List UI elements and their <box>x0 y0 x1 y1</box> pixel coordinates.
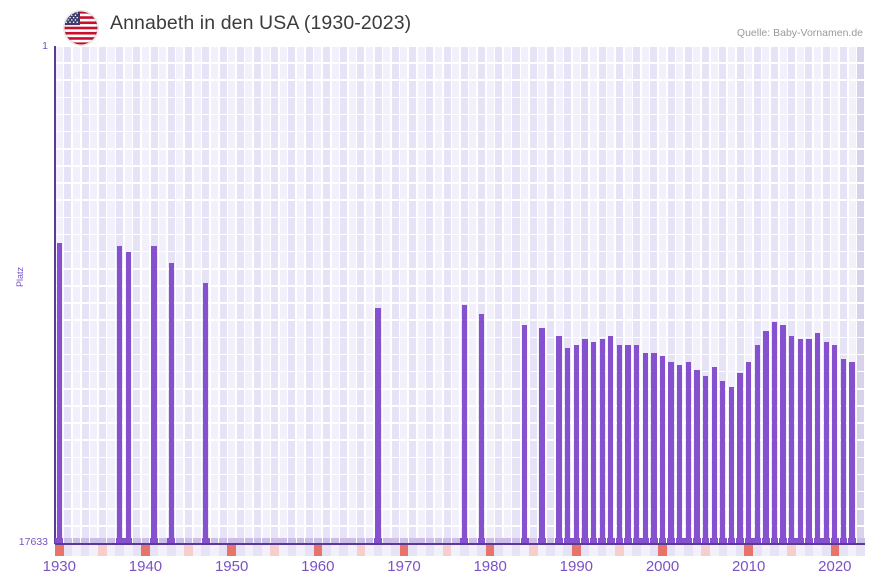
bar <box>582 339 588 543</box>
x-axis-tick-label: 1970 <box>387 558 421 575</box>
bar <box>590 341 597 543</box>
bar <box>375 308 381 543</box>
x-axis-tick-label: 1940 <box>128 558 163 575</box>
bar <box>573 344 579 543</box>
bar <box>823 341 829 543</box>
axis-presence-band <box>55 538 865 544</box>
y-axis-title: Platz <box>15 267 25 288</box>
bar <box>539 327 545 543</box>
x-axis-tick-label: 1960 <box>301 558 335 575</box>
bar <box>608 336 614 543</box>
bar <box>56 243 62 543</box>
source-attribution: Quelle: Baby-Vornamen.de <box>736 27 863 39</box>
bar <box>849 361 855 543</box>
bar <box>720 381 726 543</box>
chart-header: Annabeth in den USA (1930-2023) Quelle: … <box>0 0 873 46</box>
bar <box>814 333 821 543</box>
bar <box>642 353 648 543</box>
bar <box>116 246 123 543</box>
bar <box>677 364 683 543</box>
us-flag-icon <box>64 11 98 45</box>
bar <box>461 305 467 543</box>
y-axis-bottom-tick-label: 17633 <box>18 536 48 548</box>
x-axis-line <box>55 543 865 545</box>
bar <box>797 339 804 543</box>
bar-series <box>55 46 865 543</box>
x-axis-tick-label: 2020 <box>818 558 852 575</box>
plot-area <box>55 46 865 543</box>
x-axis-tick-labels: 1930 1940 1950 1960 1970 1980 1990 2000 2010 2020 <box>0 558 873 584</box>
x-axis-tick-label: 2000 <box>645 558 680 575</box>
bar <box>806 339 812 543</box>
y-axis-line <box>54 46 56 544</box>
bar <box>659 356 666 543</box>
bar <box>651 353 657 543</box>
bar <box>478 313 485 543</box>
bar <box>780 325 786 543</box>
bar <box>556 336 562 543</box>
forecast-shaded-region <box>55 46 865 543</box>
bar <box>840 358 847 543</box>
bar <box>763 330 769 543</box>
bar <box>771 322 778 543</box>
bar <box>521 325 528 543</box>
x-axis-tick-label: 1930 <box>42 558 76 575</box>
bar <box>616 344 623 543</box>
bar <box>151 246 157 543</box>
bar <box>702 375 709 543</box>
bar <box>168 263 174 543</box>
x-axis-tick-strip <box>55 545 865 556</box>
bar <box>711 367 717 543</box>
bar <box>745 361 752 543</box>
x-axis-tick-label: 1990 <box>559 558 594 575</box>
bar <box>565 347 571 543</box>
bar <box>694 370 700 543</box>
bar <box>599 339 605 543</box>
bar <box>625 344 631 543</box>
bar <box>203 282 209 543</box>
bar <box>668 361 674 543</box>
grid-lines <box>55 46 865 543</box>
bar <box>728 387 735 543</box>
x-axis-tick-label: 1950 <box>214 558 249 575</box>
x-axis-tick-label: 2010 <box>731 558 766 575</box>
page-title: Annabeth in den USA (1930-2023) <box>110 12 412 34</box>
y-axis-top-tick-label: 1 <box>42 40 48 52</box>
x-axis-tick-label: 1980 <box>473 558 507 575</box>
bar <box>832 344 838 543</box>
bar <box>125 251 131 543</box>
bar <box>789 336 795 543</box>
bar <box>737 372 743 543</box>
bar <box>754 344 760 543</box>
bar <box>685 361 691 543</box>
bar <box>633 344 640 543</box>
